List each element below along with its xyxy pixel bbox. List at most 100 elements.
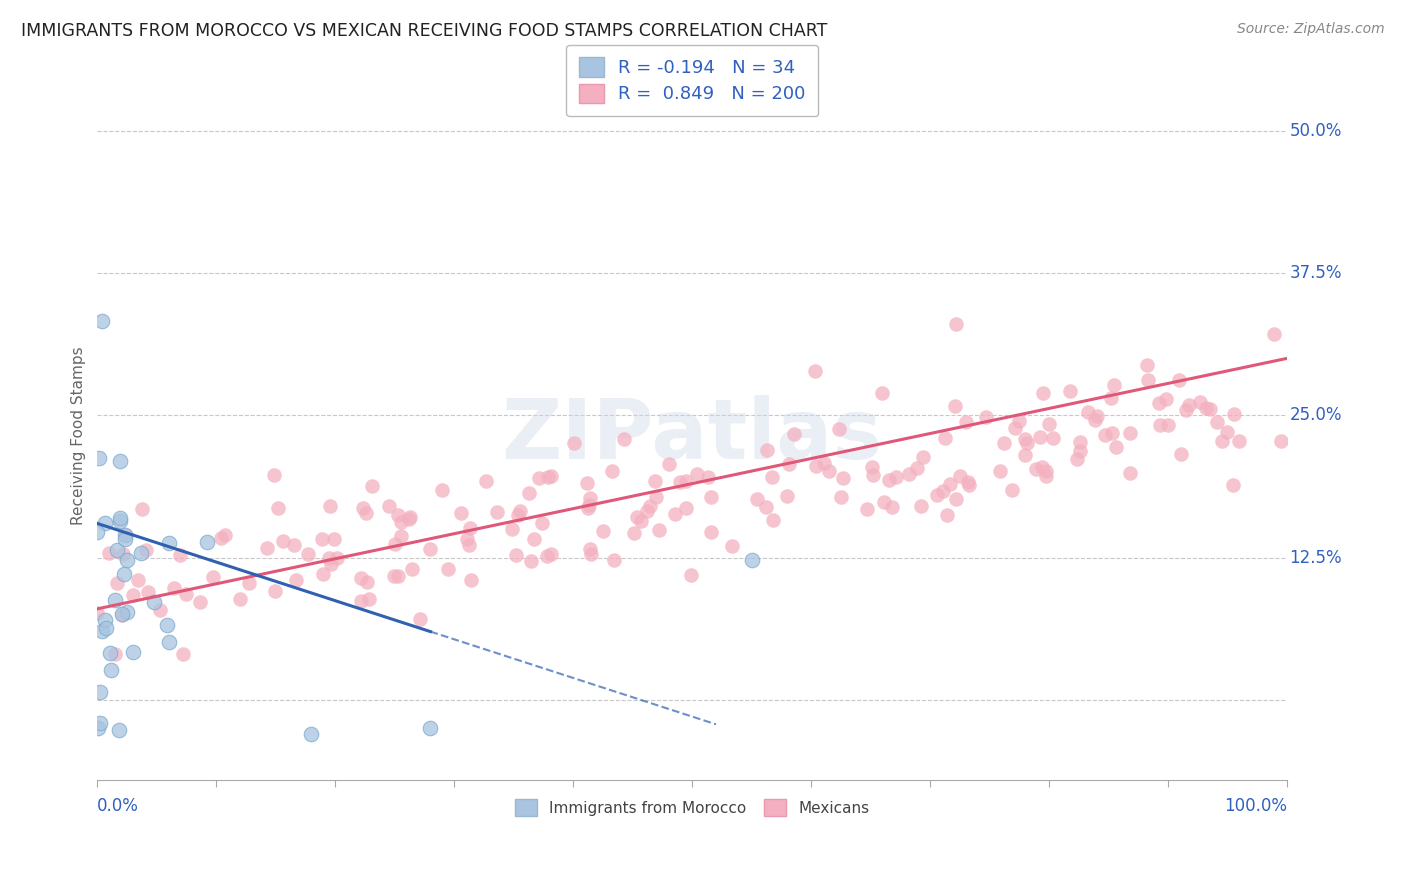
Point — [94, 613, 117, 627]
Point — [104, 648, 127, 662]
Point — [675, 500, 697, 515]
Point — [993, 435, 1015, 450]
Point — [623, 526, 645, 541]
Point — [761, 470, 783, 484]
Point — [974, 409, 997, 424]
Point — [89, 715, 111, 730]
Point — [696, 469, 718, 483]
Point — [110, 607, 132, 621]
Point — [886, 470, 908, 484]
Point — [1227, 434, 1250, 448]
Point — [1223, 407, 1246, 421]
Point — [579, 542, 602, 557]
Point — [456, 532, 478, 546]
Point — [945, 317, 967, 331]
Point — [932, 483, 955, 498]
Point — [1069, 434, 1091, 449]
Point — [148, 602, 170, 616]
Point — [121, 588, 143, 602]
Point — [1199, 401, 1222, 416]
Point — [1222, 477, 1244, 491]
Point — [988, 464, 1011, 478]
Point — [603, 553, 626, 567]
Point — [506, 508, 529, 522]
Point — [1032, 386, 1054, 401]
Point — [108, 723, 131, 738]
Point — [357, 591, 380, 606]
Point — [401, 562, 423, 576]
Point — [398, 512, 420, 526]
Point — [135, 542, 157, 557]
Point — [700, 490, 723, 504]
Point — [486, 505, 509, 519]
Point — [1119, 466, 1142, 480]
Point — [322, 532, 344, 546]
Point — [352, 500, 374, 515]
Text: 12.5%: 12.5% — [1289, 549, 1341, 566]
Point — [86, 606, 108, 620]
Point — [136, 585, 159, 599]
Point — [131, 546, 153, 560]
Point — [818, 464, 841, 478]
Y-axis label: Receiving Food Stamps: Receiving Food Stamps — [72, 346, 86, 524]
Point — [880, 500, 903, 514]
Point — [131, 502, 153, 516]
Point — [1014, 432, 1036, 446]
Point — [1004, 421, 1026, 435]
Point — [1154, 392, 1177, 406]
Point — [387, 569, 409, 583]
Point — [527, 470, 550, 484]
Text: 37.5%: 37.5% — [1289, 264, 1341, 282]
Point — [112, 566, 135, 581]
Point — [686, 467, 709, 481]
Point — [741, 553, 763, 567]
Point — [1175, 402, 1198, 417]
Point — [936, 508, 959, 523]
Point — [647, 523, 669, 537]
Point — [1014, 449, 1036, 463]
Point — [127, 574, 149, 588]
Text: IMMIGRANTS FROM MOROCCO VS MEXICAN RECEIVING FOOD STAMPS CORRELATION CHART: IMMIGRANTS FROM MOROCCO VS MEXICAN RECEI… — [21, 22, 828, 40]
Point — [520, 554, 543, 568]
Point — [112, 548, 135, 562]
Point — [356, 574, 378, 589]
Point — [856, 502, 879, 516]
Point — [804, 458, 827, 473]
Point — [114, 532, 136, 546]
Point — [389, 516, 412, 530]
Point — [460, 573, 482, 587]
Point — [1031, 459, 1053, 474]
Point — [1099, 391, 1122, 405]
Point — [409, 612, 432, 626]
Point — [1137, 373, 1160, 387]
Point — [907, 461, 929, 475]
Point — [1170, 447, 1192, 461]
Point — [530, 516, 553, 530]
Point — [1035, 464, 1057, 478]
Point — [1038, 417, 1060, 431]
Point — [1077, 404, 1099, 418]
Point — [350, 593, 373, 607]
Point — [1167, 373, 1189, 387]
Point — [644, 490, 666, 504]
Point — [115, 552, 138, 566]
Point — [626, 509, 648, 524]
Point — [1149, 417, 1171, 432]
Point — [762, 513, 785, 527]
Point — [384, 537, 406, 551]
Point — [1059, 384, 1081, 399]
Point — [157, 635, 180, 649]
Point — [638, 499, 661, 513]
Point — [664, 507, 686, 521]
Text: 50.0%: 50.0% — [1289, 121, 1341, 140]
Text: 100.0%: 100.0% — [1225, 797, 1286, 814]
Point — [238, 576, 260, 591]
Point — [91, 624, 114, 638]
Point — [458, 521, 481, 535]
Point — [939, 477, 962, 491]
Point — [90, 314, 112, 328]
Point — [398, 509, 420, 524]
Point — [214, 527, 236, 541]
Point — [778, 458, 800, 472]
Point — [776, 489, 799, 503]
